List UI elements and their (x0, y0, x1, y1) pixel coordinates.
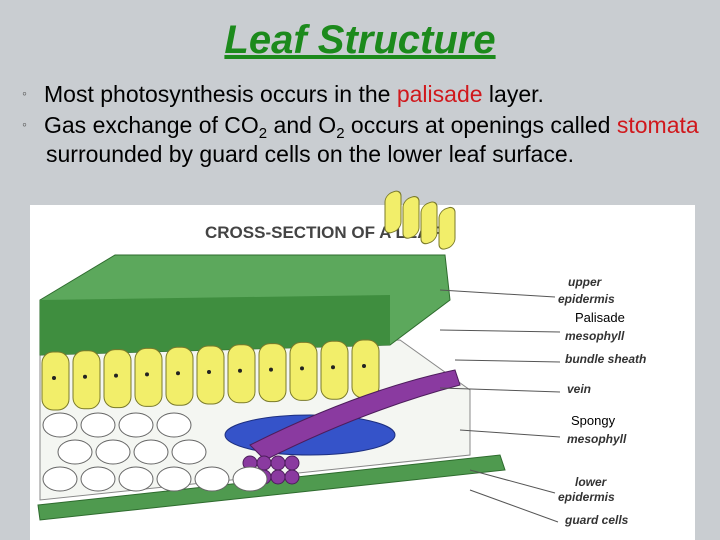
figure-label: mesophyll (565, 329, 625, 343)
palisade-cell (351, 339, 380, 399)
nucleus (362, 364, 366, 368)
leader-line (469, 469, 556, 494)
bullet-list: Most photosynthesis occurs in the palisa… (22, 79, 702, 171)
figure-label: epidermis (558, 292, 615, 306)
figure-labels: upper epidermis Palisade mesophyll bundle sh… (558, 275, 646, 527)
palisade-cell (165, 346, 194, 406)
figure-title: CROSS-SECTION OF A LEAF (205, 223, 440, 242)
vein-cell (284, 455, 300, 471)
bullet-text: Gas exchange of CO (44, 112, 259, 138)
spongy-cell (171, 439, 207, 465)
palisade-cell (402, 196, 420, 239)
spongy-cell (42, 412, 78, 438)
bullet: Gas exchange of CO2 and O2 occurs at ope… (22, 110, 702, 169)
spongy-cell (118, 412, 154, 438)
nucleus (114, 373, 118, 378)
spongy-cell (156, 412, 192, 438)
palisade-cell (41, 351, 70, 411)
spongy-cell (57, 439, 93, 465)
figure-label: guard cells (564, 513, 629, 527)
palisade-cell (384, 190, 402, 234)
bullet-text: Most photosynthesis occurs in the (44, 81, 397, 107)
palisade-cell (103, 349, 132, 409)
leader-line (454, 359, 561, 363)
palisade-cell (420, 201, 438, 245)
spongy-cell (156, 466, 192, 492)
figure-label: upper (568, 275, 603, 289)
vein-cell (256, 455, 272, 471)
highlight-text: stomata (616, 112, 699, 138)
nucleus (331, 365, 335, 370)
spongy-cell (42, 466, 78, 492)
spongy-cell (80, 466, 116, 492)
vein-cell (270, 469, 286, 485)
palisade-cell (289, 341, 318, 401)
highlight-text: palisade (396, 81, 483, 107)
figure-label: epidermis (558, 490, 615, 504)
leader-line (439, 329, 561, 333)
palisade-cell (438, 206, 456, 250)
figure-label: Palisade (575, 310, 625, 325)
spongy-cell (118, 466, 154, 492)
nucleus (207, 370, 211, 374)
leader-line (439, 387, 561, 393)
spongy-cell (133, 439, 169, 465)
bullet-text: layer. (482, 81, 544, 107)
bullet: Most photosynthesis occurs in the palisa… (22, 79, 702, 109)
leader-line (439, 289, 556, 298)
bullet-text: occurs at openings called (344, 112, 617, 138)
nucleus (52, 376, 56, 380)
palisade-cell (196, 345, 225, 405)
leader-line (469, 489, 559, 523)
vein-cell (270, 455, 286, 471)
figure-label: bundle sheath (565, 352, 646, 366)
slide-title: Leaf Structure (224, 18, 496, 62)
subscript: 2 (258, 125, 268, 142)
leader-lines (439, 289, 561, 523)
bundle-sheath (249, 369, 461, 461)
lower-epidermis (37, 454, 506, 521)
nucleus (176, 371, 180, 376)
upper-epidermis-side (40, 295, 390, 355)
nucleus (83, 374, 87, 379)
cell-group (41, 190, 461, 492)
spongy-cell (80, 412, 116, 438)
figure-label: Spongy (571, 413, 616, 428)
nucleus (300, 366, 304, 371)
palisade-cell (72, 350, 101, 410)
bullet-text: surrounded by guard cells on the lower l… (46, 141, 575, 167)
figure-label: lower (575, 475, 608, 489)
spongy-cell (232, 466, 268, 492)
nucleus (145, 372, 149, 377)
vein-cell (284, 469, 300, 485)
nucleus (238, 368, 242, 373)
nucleus (269, 367, 273, 372)
figure-label: mesophyll (567, 432, 627, 446)
figure-label: vein (567, 382, 591, 396)
palisade-cell (227, 344, 256, 404)
subscript: 2 (336, 125, 345, 142)
palisade-cell (320, 340, 349, 400)
palisade-cell (258, 343, 287, 403)
palisade-cell (134, 347, 163, 407)
spongy-cell (95, 439, 131, 465)
spongy-cell (194, 466, 230, 492)
bullet-text: and O (267, 112, 337, 138)
leader-line (459, 429, 561, 438)
